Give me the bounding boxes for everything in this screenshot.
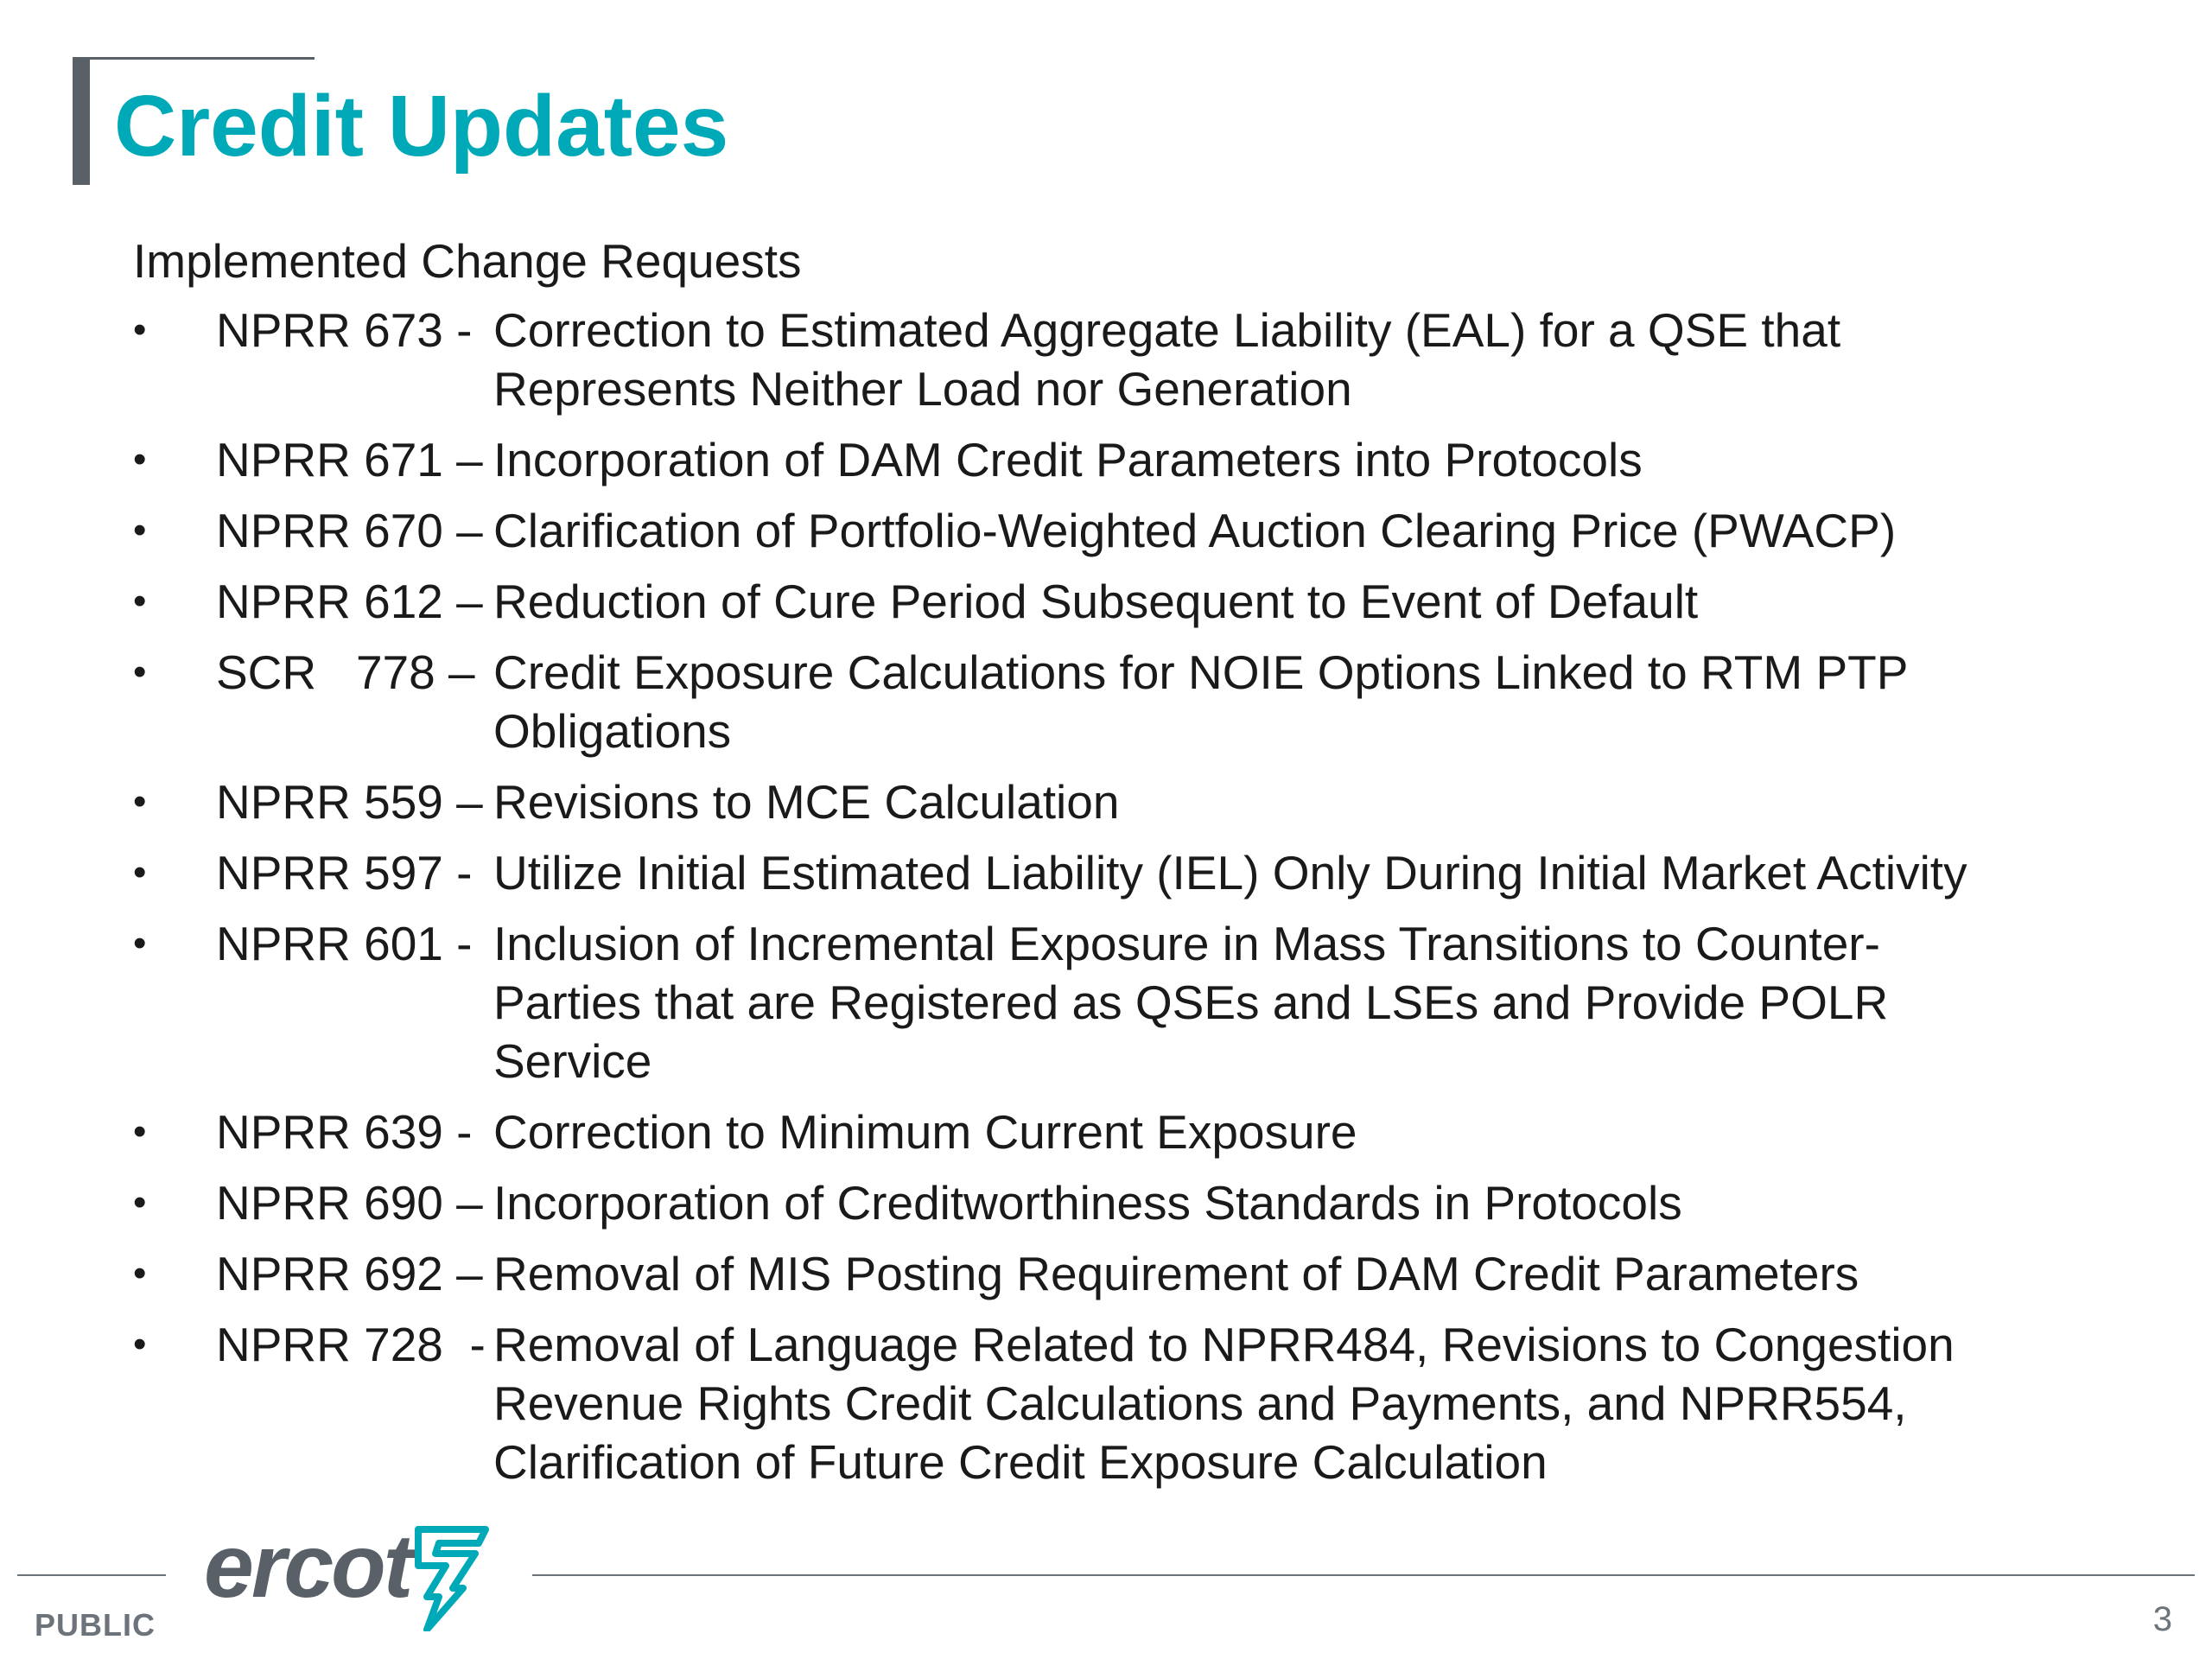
list-item: • NPRR 612 – Reduction of Cure Period Subs… bbox=[133, 572, 2120, 631]
slide-title: Credit Updates bbox=[114, 78, 729, 175]
list-item: • SCR 778 – Credit Exposure Calculations f… bbox=[133, 643, 2120, 760]
title-line: Reduction of Cure Period Subsequent to E… bbox=[493, 575, 1699, 628]
title-line: Credit Exposure Calculations for NOIE Op… bbox=[493, 645, 1909, 699]
title-line: Clarification of Portfolio-Weighted Auct… bbox=[493, 504, 1897, 557]
title-line: Removal of Language Related to NPRR484, … bbox=[493, 1318, 1955, 1371]
bullet-glyph: • bbox=[133, 438, 147, 480]
change-request-title: Reduction of Cure Period Subsequent to E… bbox=[493, 572, 2120, 631]
title-line: Inclusion of Incremental Exposure in Mas… bbox=[493, 917, 1880, 970]
change-request-title: Inclusion of Incremental Exposure in Mas… bbox=[493, 914, 2120, 1090]
bullet-glyph: • bbox=[133, 1252, 147, 1294]
title-line: Utilize Initial Estimated Liability (IEL… bbox=[493, 846, 1967, 899]
bullet-glyph: • bbox=[133, 651, 147, 693]
bullet-glyph: • bbox=[133, 780, 147, 823]
classification-label: PUBLIC bbox=[35, 1607, 156, 1643]
ercot-logo: ercot bbox=[204, 1519, 498, 1631]
bullet-glyph: • bbox=[133, 1110, 147, 1153]
change-request-id: NPRR 692 – bbox=[216, 1247, 483, 1300]
title-line: Incorporation of Creditworthiness Standa… bbox=[493, 1176, 1682, 1230]
title-accent-line bbox=[73, 57, 315, 60]
title-line: Service bbox=[493, 1034, 652, 1088]
title-line: Clarification of Future Credit Exposure … bbox=[493, 1435, 1548, 1489]
title-line: Revenue Rights Credit Calculations and P… bbox=[493, 1376, 1907, 1430]
change-request-title: Credit Exposure Calculations for NOIE Op… bbox=[493, 643, 2120, 760]
change-request-title: Incorporation of DAM Credit Parameters i… bbox=[493, 430, 2120, 489]
change-request-list: • NPRR 673 - Correction to Estimated Aggre… bbox=[133, 301, 2120, 1491]
change-request-title: Correction to Estimated Aggregate Liabil… bbox=[493, 301, 2120, 418]
bullet-glyph: • bbox=[133, 922, 147, 964]
title-line: Incorporation of DAM Credit Parameters i… bbox=[493, 433, 1643, 486]
change-request-title: Utilize Initial Estimated Liability (IEL… bbox=[493, 843, 2120, 902]
list-item: • NPRR 728 - Removal of Language Related t… bbox=[133, 1315, 2120, 1491]
change-request-id: NPRR 671 – bbox=[216, 433, 483, 486]
list-item: • NPRR 671 – Incorporation of DAM Credit P… bbox=[133, 430, 2120, 489]
footer-divider-left bbox=[17, 1574, 166, 1576]
list-item: • NPRR 597 - Utilize Initial Estimated Lia… bbox=[133, 843, 2120, 902]
change-request-id: NPRR 612 – bbox=[216, 575, 483, 628]
title-line: Represents Neither Load nor Generation bbox=[493, 362, 1352, 416]
title-line: Obligations bbox=[493, 704, 732, 758]
title-line: Parties that are Registered as QSEs and … bbox=[493, 976, 1889, 1029]
change-request-title: Incorporation of Creditworthiness Standa… bbox=[493, 1173, 2120, 1232]
change-request-title: Removal of Language Related to NPRR484, … bbox=[493, 1315, 2120, 1491]
change-request-title: Clarification of Portfolio-Weighted Auct… bbox=[493, 501, 2120, 560]
logo-wordmark: ercot bbox=[204, 1516, 413, 1617]
title-line: Correction to Estimated Aggregate Liabil… bbox=[493, 303, 1841, 357]
page-number: 3 bbox=[2152, 1600, 2172, 1638]
ercot-lightning-mark-icon bbox=[415, 1526, 489, 1631]
change-request-title: Removal of MIS Posting Requirement of DA… bbox=[493, 1244, 2120, 1303]
bullet-glyph: • bbox=[133, 851, 147, 893]
title-line: Removal of MIS Posting Requirement of DA… bbox=[493, 1247, 1859, 1300]
change-request-id: NPRR 601 - bbox=[216, 917, 473, 970]
change-request-id: NPRR 690 – bbox=[216, 1176, 483, 1230]
change-request-id: NPRR 670 – bbox=[216, 504, 483, 557]
change-request-id: NPRR 597 - bbox=[216, 846, 473, 899]
bullet-glyph: • bbox=[133, 509, 147, 551]
slide-content: Implemented Change Requests • NPRR 673 - C… bbox=[133, 232, 2120, 1503]
list-item: • NPRR 690 – Incorporation of Creditworthi… bbox=[133, 1173, 2120, 1232]
bullet-glyph: • bbox=[133, 580, 147, 622]
list-item: • NPRR 692 – Removal of MIS Posting Requir… bbox=[133, 1244, 2120, 1303]
change-request-id: NPRR 639 - bbox=[216, 1105, 473, 1159]
title-accent-bar bbox=[73, 57, 90, 185]
list-item: • NPRR 673 - Correction to Estimated Aggre… bbox=[133, 301, 2120, 418]
bullet-glyph: • bbox=[133, 1323, 147, 1365]
bullet-glyph: • bbox=[133, 308, 147, 351]
change-request-title: Revisions to MCE Calculation bbox=[493, 772, 2120, 831]
list-item: • NPRR 559 – Revisions to MCE Calculation bbox=[133, 772, 2120, 831]
list-item: • NPRR 639 - Correction to Minimum Current… bbox=[133, 1103, 2120, 1161]
title-line: Revisions to MCE Calculation bbox=[493, 775, 1120, 829]
footer-divider-right bbox=[532, 1574, 2195, 1576]
bullet-glyph: • bbox=[133, 1181, 147, 1224]
change-request-title: Correction to Minimum Current Exposure bbox=[493, 1103, 2120, 1161]
change-request-id: NPRR 673 - bbox=[216, 303, 473, 357]
change-request-id: NPRR 559 – bbox=[216, 775, 483, 829]
change-request-id: NPRR 728 - bbox=[216, 1318, 486, 1371]
title-line: Correction to Minimum Current Exposure bbox=[493, 1105, 1357, 1159]
section-heading: Implemented Change Requests bbox=[133, 234, 802, 288]
list-item: • NPRR 601 - Inclusion of Incremental Expo… bbox=[133, 914, 2120, 1090]
list-item: • NPRR 670 – Clarification of Portfolio-We… bbox=[133, 501, 2120, 560]
change-request-id: SCR 778 – bbox=[216, 645, 475, 699]
